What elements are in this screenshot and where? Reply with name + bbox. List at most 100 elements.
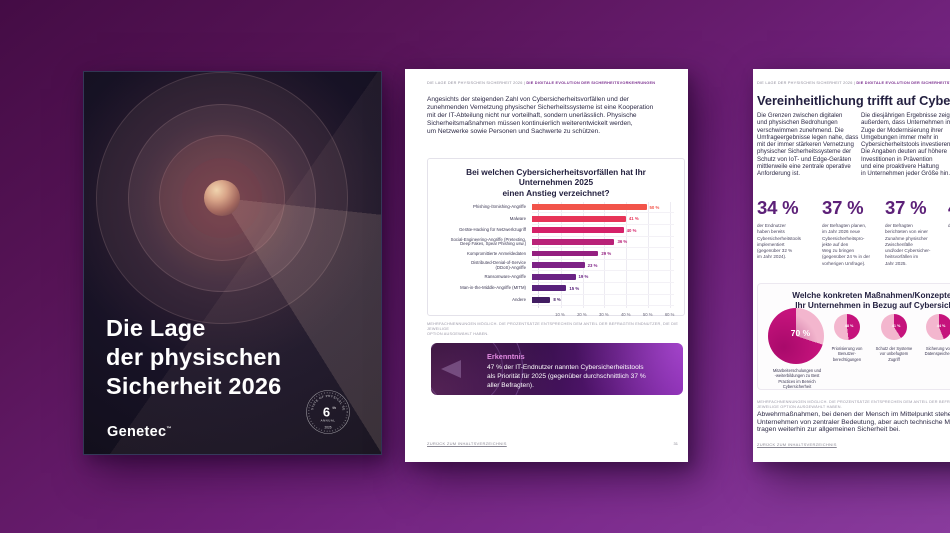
- badge-annual-label: ANNUAL: [321, 419, 336, 423]
- bar-category-label: Andere: [512, 296, 526, 302]
- pie-chart-card: Welche konkreten Maßnahmen/Konzepte verf…: [757, 283, 950, 390]
- pie-caption: Priorisierung von Benutzer- berechtigung…: [831, 346, 863, 362]
- bar-row: Andere 8 %: [428, 295, 684, 307]
- intro-paragraph: Angesichts der steigenden Zahl von Cyber…: [427, 96, 654, 135]
- bar-category-label: Malware: [509, 215, 526, 221]
- bar-track: 40 %: [532, 225, 674, 237]
- back-to-toc-link[interactable]: ZURÜCK ZUM INHALTSVERZEICHNIS: [427, 441, 507, 446]
- bar-category-label: Kompromittierte Anmeldedaten: [467, 250, 526, 256]
- bar-chart-rows: Phishing-/Smishing-Angriffe 50 % Malware 41…: [428, 202, 684, 307]
- stat-number: 40 %: [948, 197, 950, 219]
- insight-card: Erkenntnis 47 % der IT-Endnutzer nannten…: [431, 343, 683, 395]
- bar: [532, 204, 647, 211]
- pie-value-label: 48 %: [844, 323, 854, 328]
- x-tick-label: 60 %: [664, 311, 675, 317]
- gridline: [626, 201, 628, 308]
- pie-caption: Mitarbeiterschulungen und -weiterbildung…: [772, 368, 822, 390]
- bar-row: Phishing-/Smishing-Angriffe 50 %: [428, 202, 684, 214]
- bar: [532, 285, 567, 292]
- bar-track: 19 %: [532, 271, 674, 284]
- bar-chart-plot: Phishing-/Smishing-Angriffe 50 % Malware 41…: [428, 201, 684, 320]
- pie-value-label: 44 %: [936, 323, 946, 328]
- bar-value-label: 29 %: [601, 251, 612, 257]
- bar-track: 23 %: [532, 260, 674, 272]
- bar: [532, 262, 585, 269]
- running-header: DIE LAGE DER PHYSISCHEN SICHERHEIT 2026 …: [757, 81, 950, 85]
- stat-caption: der Endnutzer haben bereits Cybersicherh…: [757, 223, 801, 260]
- stat-caption: der Befragten: [948, 223, 950, 228]
- bar-category-label: Ransomware-Angriffe: [484, 273, 526, 279]
- pie-chart-title: Welche konkreten Maßnahmen/Konzepte verf…: [792, 291, 950, 311]
- cover-title-line: Sicherheit 2026: [106, 373, 282, 399]
- bar: [532, 250, 599, 257]
- body-column: Die diesjährigen Ergebnisse zeigen außer…: [861, 112, 950, 178]
- bar-category-label: Distributed-Denial-of-Service (DDoS)-Ang…: [471, 259, 526, 270]
- bar-row: Geräte-Hacking für Netzwerkzugriff 40 %: [428, 225, 684, 237]
- bar-row: Malware 41 %: [428, 213, 684, 226]
- bar-value-label: 8 %: [553, 297, 561, 303]
- anniversary-badge: STATE OF PHYSICAL SECURITY 6 th ANNUAL 2…: [305, 389, 350, 434]
- gridline: [647, 201, 649, 308]
- bar: [532, 297, 551, 303]
- x-tick-label: 10 %: [555, 311, 565, 317]
- chart-footnote: MEHRFACHNENNUNGEN MÖGLICH. DIE PROZENTSÄ…: [757, 400, 950, 409]
- pie-value-label: 41 %: [891, 323, 901, 328]
- bar-track: 15 %: [532, 283, 674, 295]
- bar-value-label: 15 %: [569, 285, 580, 291]
- cover-wedge-decoration: [84, 72, 381, 454]
- insight-title: Erkenntnis: [487, 352, 525, 361]
- bar-row: Ransomware-Angriffe 19 %: [428, 271, 684, 284]
- back-to-toc-link[interactable]: ZURÜCK ZUM INHALTSVERZEICHNIS: [757, 442, 837, 447]
- bar-track: 50 %: [532, 202, 674, 214]
- bar-row: Distributed-Denial-of-Service (DDoS)-Ang…: [428, 260, 684, 272]
- cover-title-line: der physischen: [106, 344, 282, 370]
- pie-chart: 44 %: [926, 314, 950, 340]
- bar: [532, 273, 576, 280]
- bar-value-label: 23 %: [587, 262, 598, 268]
- x-tick-label: 40 %: [620, 311, 631, 317]
- report-page-unification-cyberrisk: DIE LAGE DER PHYSISCHEN SICHERHEIT 2026 …: [753, 69, 950, 462]
- bar-track: 29 %: [532, 248, 674, 260]
- cover-wedge-decoration: [84, 72, 381, 454]
- bar-chart-title: Bei welchen Cybersicherheitsvorfällen ha…: [466, 167, 646, 198]
- stat-block: 34 % der Endnutzer haben bereits Cybersic…: [757, 197, 817, 261]
- bar-value-label: 36 %: [617, 239, 628, 245]
- stat-block: 40 % der Befragten: [948, 197, 950, 229]
- genetec-logo: Genetec™: [107, 424, 172, 440]
- report-cover-page: Die Lage der physischen Sicherheit 2026 …: [83, 71, 382, 455]
- cover-title: Die Lage der physischen Sicherheit 2026: [106, 314, 281, 401]
- badge-number: 6: [323, 405, 330, 420]
- x-tick-label: 50 %: [642, 311, 653, 317]
- stat-caption: der Befragten planen, im Jahr 2026 neue …: [822, 223, 871, 266]
- bar-track: 41 %: [532, 213, 674, 226]
- bar-value-label: 50 %: [649, 204, 660, 210]
- insight-body: 47 % der IT-Endnutzer nannten Cybersiche…: [487, 364, 646, 389]
- pie-caption: Sicherung von Datenspeichern: [924, 346, 950, 357]
- bar-chart-x-axis: 10 % 20 % 30 % 40 % 50 % 60 %: [538, 310, 674, 320]
- pie-chart: 70 %: [768, 308, 824, 364]
- stat-block: 37 % der Befragten berichteten von einer …: [885, 197, 945, 267]
- bar-category-label: Social-Engineering-Angriffe (Pretexting,…: [450, 236, 526, 247]
- gridline: [604, 201, 606, 308]
- closing-paragraph: Abwehrmaßnahmen, bei denen der Mensch im…: [757, 411, 950, 434]
- stat-number: 37 %: [822, 197, 864, 218]
- x-tick-label: 30 %: [599, 311, 609, 317]
- pie-value-label: 70 %: [790, 328, 811, 339]
- page-number: 31: [673, 441, 678, 446]
- bar-row: Kompromittierte Anmeldedaten 29 %: [428, 248, 684, 260]
- bar: [532, 215, 626, 222]
- report-page-cybersecurity-chart: DIE LAGE DER PHYSISCHEN SICHERHEIT 2026 …: [405, 69, 688, 462]
- pie-chart: 41 %: [881, 314, 907, 340]
- bar: [532, 239, 615, 245]
- bar-value-label: 40 %: [626, 227, 637, 233]
- gridline: [669, 201, 671, 308]
- insight-triangle-decoration: [441, 360, 461, 378]
- bar-row: Social-Engineering-Angriffe (Pretexting,…: [428, 237, 684, 249]
- chart-footnote: MEHRFACHNENNUNGEN MÖGLICH. DIE PROZENTSÄ…: [427, 322, 679, 336]
- bar-row: Man-in-the-Middle-Angriffe (MITM) 15 %: [428, 283, 684, 295]
- stat-caption: der Befragten berichteten von einer Zuna…: [885, 223, 931, 266]
- bar-category-label: Geräte-Hacking für Netzwerkzugriff: [458, 227, 526, 233]
- x-tick-label: 20 %: [577, 311, 587, 317]
- pie-chart: 48 %: [834, 314, 860, 340]
